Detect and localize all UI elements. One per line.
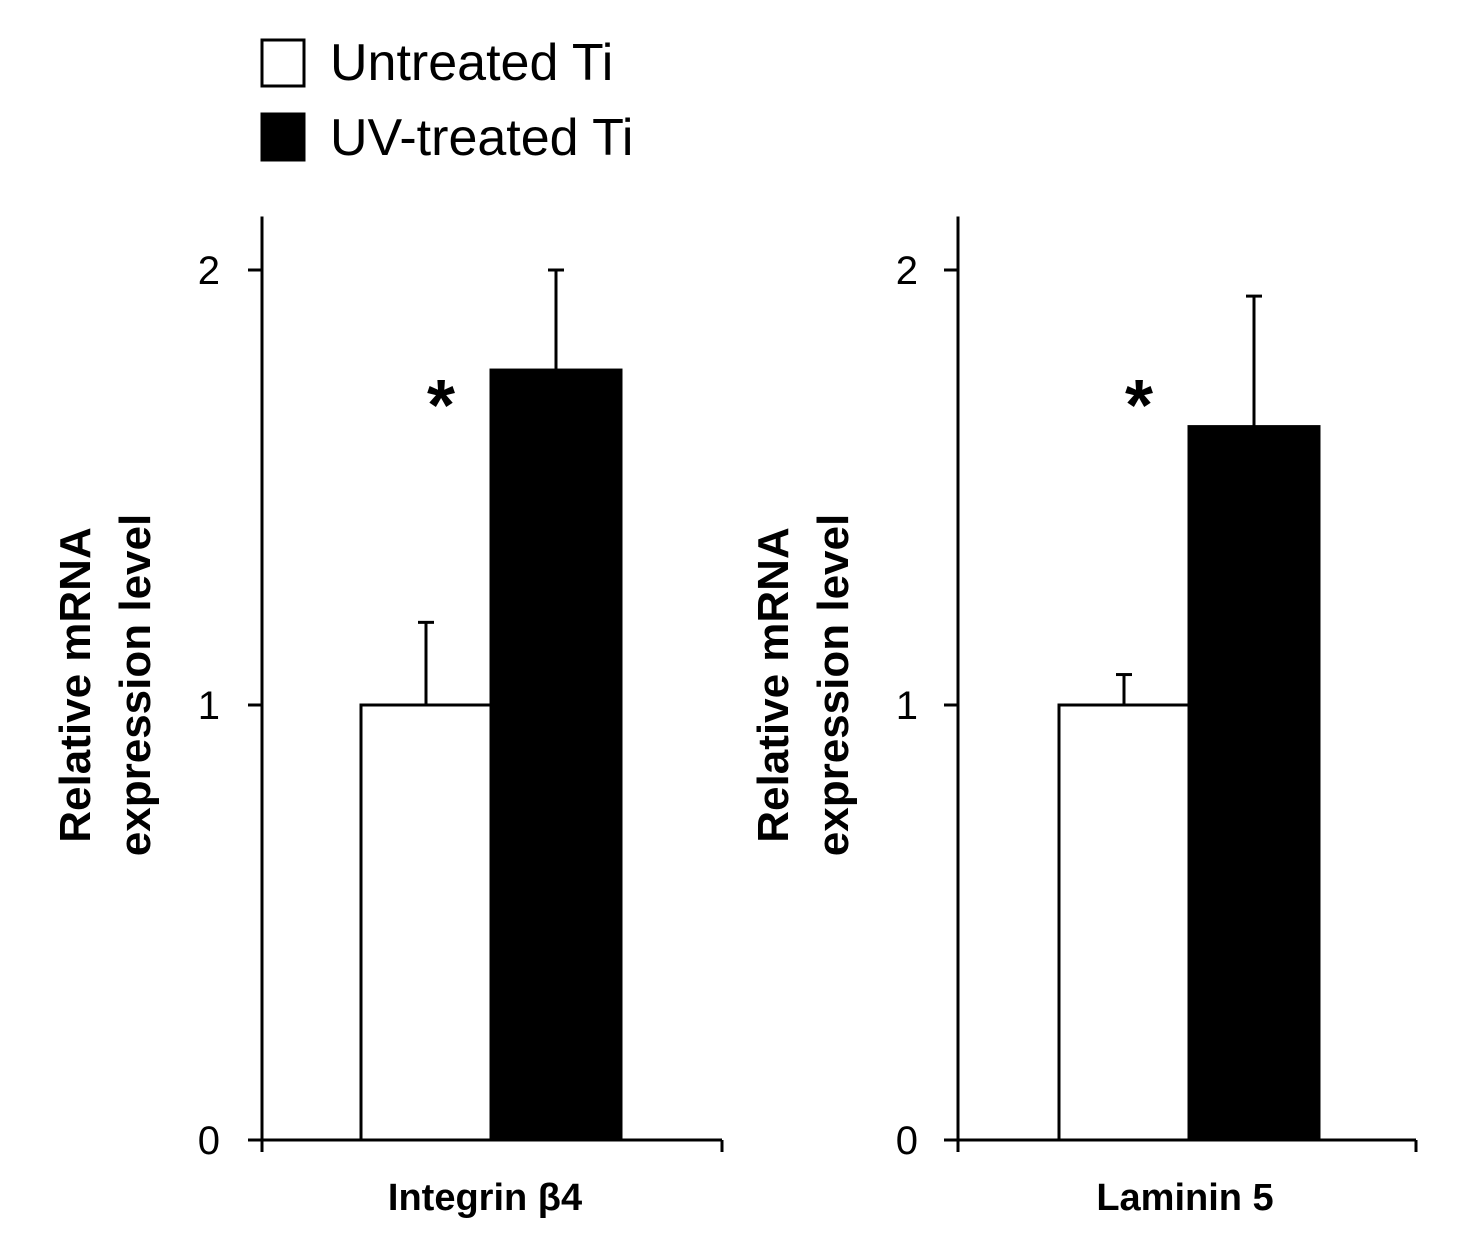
chart-panel-laminin-5: Relative mRNA expression level Laminin 5… xyxy=(749,216,1418,1219)
significance-star: * xyxy=(1125,366,1153,446)
legend-swatch-uv-treated xyxy=(260,112,306,162)
significance-star: * xyxy=(427,366,455,446)
y-axis-title-line2: expression level xyxy=(111,514,160,856)
y-tick-label: 2 xyxy=(198,249,220,293)
y-tick-label: 0 xyxy=(896,1119,918,1163)
y-axis-title-line1: Relative mRNA xyxy=(51,527,100,842)
y-axis-title-line2: expression level xyxy=(809,514,858,856)
x-category-label: Laminin 5 xyxy=(1096,1177,1273,1219)
y-tick-label: 0 xyxy=(198,1119,220,1163)
bar-uv-treated xyxy=(489,368,623,1142)
legend-label-uv-treated: UV-treated Ti xyxy=(330,109,633,167)
x-category-label: Integrin β4 xyxy=(388,1177,582,1219)
chart-panel-integrin-b4: Relative mRNA expression level Integrin … xyxy=(51,216,724,1219)
legend-swatch-untreated xyxy=(260,38,306,88)
y-tick-label: 1 xyxy=(896,684,918,728)
y-tick-label: 1 xyxy=(198,684,220,728)
legend-label-untreated: Untreated Ti xyxy=(330,34,613,92)
bar-untreated xyxy=(1057,703,1191,1142)
bar-uv-treated xyxy=(1187,425,1321,1142)
legend: Untreated Ti UV-treated Ti xyxy=(260,34,633,167)
bar-untreated xyxy=(359,703,493,1142)
y-tick-label: 2 xyxy=(896,249,918,293)
y-axis-title-line1: Relative mRNA xyxy=(749,527,798,842)
